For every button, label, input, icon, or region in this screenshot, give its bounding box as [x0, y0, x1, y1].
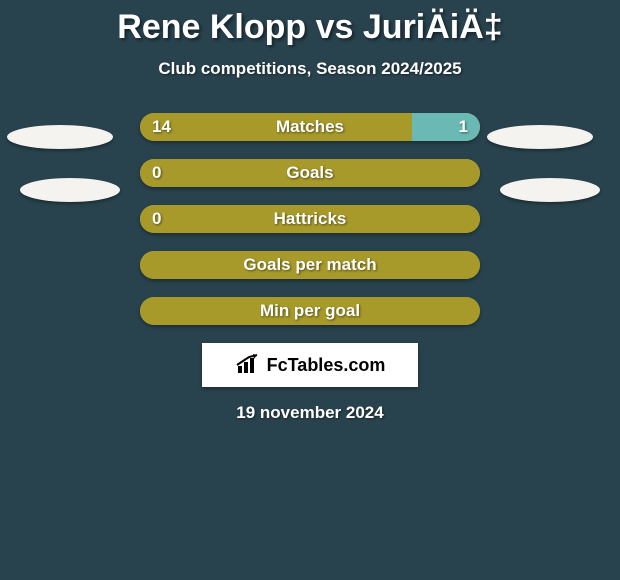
- stat-row: Goals0: [140, 159, 480, 187]
- stat-value-left: 0: [152, 159, 161, 187]
- stat-label: Goals per match: [140, 251, 480, 279]
- stat-value-right: 1: [459, 113, 468, 141]
- stat-value-left: 0: [152, 205, 161, 233]
- page-subtitle: Club competitions, Season 2024/2025: [0, 59, 620, 79]
- stat-row: Hattricks0: [140, 205, 480, 233]
- site-logo-text: FcTables.com: [267, 355, 386, 376]
- stat-label: Hattricks: [140, 205, 480, 233]
- snapshot-date: 19 november 2024: [0, 403, 620, 423]
- stat-label: Goals: [140, 159, 480, 187]
- chart-icon: [235, 354, 263, 376]
- stat-row: Matches14 1: [140, 113, 480, 141]
- stat-row: Goals per match: [140, 251, 480, 279]
- stat-row: Min per goal: [140, 297, 480, 325]
- stat-label: Min per goal: [140, 297, 480, 325]
- stat-label: Matches: [140, 113, 480, 141]
- stat-value-left: 14: [152, 113, 171, 141]
- site-logo: FcTables.com: [202, 343, 418, 387]
- player-right-badge-1: [487, 125, 593, 149]
- player-left-badge-1: [7, 125, 113, 149]
- comparison-chart: Matches141Goals0Hattricks0Goals per matc…: [140, 113, 480, 325]
- player-right-badge-2: [500, 178, 600, 202]
- player-left-badge-2: [20, 178, 120, 202]
- page-title: Rene Klopp vs JuriÄiÄ‡: [0, 0, 620, 47]
